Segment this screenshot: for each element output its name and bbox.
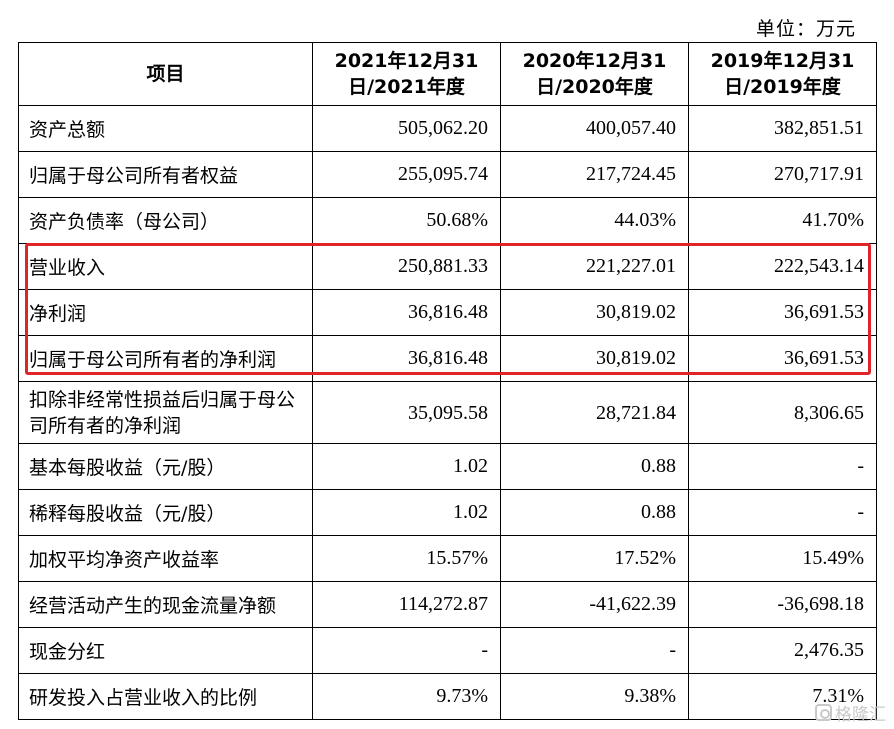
header-item: 项目: [18, 42, 313, 106]
row-label: 资产负债率（母公司）: [18, 197, 313, 244]
value-2021: 250,881.33: [312, 243, 501, 290]
table-row: 归属于母公司所有者权益 255,095.74 217,724.45 270,71…: [18, 151, 877, 198]
gelonghui-logo-icon: [815, 704, 832, 721]
value-2019: 36,691.53: [688, 289, 877, 336]
value-2019: -36,698.18: [688, 581, 877, 628]
table-row: 经营活动产生的现金流量净额 114,272.87 -41,622.39 -36,…: [18, 581, 877, 628]
row-label: 净利润: [18, 289, 313, 336]
value-2021: 9.73%: [312, 673, 501, 720]
value-2019: -: [688, 489, 877, 536]
row-label: 扣除非经常性损益后归属于母公司所有者的净利润: [18, 381, 313, 444]
value-2021: 1.02: [312, 443, 501, 490]
row-label: 加权平均净资产收益率: [18, 535, 313, 582]
value-2021: 50.68%: [312, 197, 501, 244]
value-2019: 382,851.51: [688, 105, 877, 152]
watermark: 格隆汇: [815, 700, 886, 725]
value-2020: 400,057.40: [500, 105, 689, 152]
value-2021: 505,062.20: [312, 105, 501, 152]
value-2020: 0.88: [500, 489, 689, 536]
row-label: 现金分红: [18, 627, 313, 674]
table-row: 资产总额 505,062.20 400,057.40 382,851.51: [18, 105, 877, 152]
value-2021: 15.57%: [312, 535, 501, 582]
value-2019: 15.49%: [688, 535, 877, 582]
row-label: 归属于母公司所有者的净利润: [18, 335, 313, 382]
value-2020: 0.88: [500, 443, 689, 490]
table-row: 扣除非经常性损益后归属于母公司所有者的净利润 35,095.58 28,721.…: [18, 381, 877, 444]
value-2020: 44.03%: [500, 197, 689, 244]
row-label: 基本每股收益（元/股）: [18, 443, 313, 490]
value-2019: 7.31%: [688, 673, 877, 720]
table-row: 研发投入占营业收入的比例 9.73% 9.38% 7.31%: [18, 673, 877, 720]
value-2019: 8,306.65: [688, 381, 877, 444]
header-2019: 2019年12月31日/2019年度: [688, 42, 877, 106]
table-row: 净利润 36,816.48 30,819.02 36,691.53: [18, 289, 877, 336]
value-2021: 1.02: [312, 489, 501, 536]
value-2021: 255,095.74: [312, 151, 501, 198]
header-2020: 2020年12月31日/2020年度: [500, 42, 689, 106]
row-label: 归属于母公司所有者权益: [18, 151, 313, 198]
table-row: 加权平均净资产收益率 15.57% 17.52% 15.49%: [18, 535, 877, 582]
value-2020: 30,819.02: [500, 289, 689, 336]
row-label: 研发投入占营业收入的比例: [18, 673, 313, 720]
header-2021: 2021年12月31日/2021年度: [312, 42, 501, 106]
table-row: 资产负债率（母公司） 50.68% 44.03% 41.70%: [18, 197, 877, 244]
row-label: 稀释每股收益（元/股）: [18, 489, 313, 536]
financial-table: 项目 2021年12月31日/2021年度 2020年12月31日/2020年度…: [18, 42, 877, 720]
table-row: 基本每股收益（元/股） 1.02 0.88 -: [18, 443, 877, 490]
value-2021: 35,095.58: [312, 381, 501, 444]
table-row: 稀释每股收益（元/股） 1.02 0.88 -: [18, 489, 877, 536]
row-label: 经营活动产生的现金流量净额: [18, 581, 313, 628]
watermark-text: 格隆汇: [835, 705, 886, 725]
row-label: 资产总额: [18, 105, 313, 152]
value-2020: -: [500, 627, 689, 674]
table-row: 归属于母公司所有者的净利润 36,816.48 30,819.02 36,691…: [18, 335, 877, 382]
table-row: 现金分红 - - 2,476.35: [18, 627, 877, 674]
value-2020: 217,724.45: [500, 151, 689, 198]
value-2021: 36,816.48: [312, 289, 501, 336]
value-2019: 2,476.35: [688, 627, 877, 674]
table-header-row: 项目 2021年12月31日/2021年度 2020年12月31日/2020年度…: [18, 42, 877, 106]
value-2019: 270,717.91: [688, 151, 877, 198]
row-label: 营业收入: [18, 243, 313, 290]
value-2019: 41.70%: [688, 197, 877, 244]
value-2020: 30,819.02: [500, 335, 689, 382]
table-row: 营业收入 250,881.33 221,227.01 222,543.14: [18, 243, 877, 290]
value-2021: 36,816.48: [312, 335, 501, 382]
value-2019: 222,543.14: [688, 243, 877, 290]
value-2019: -: [688, 443, 877, 490]
value-2020: 28,721.84: [500, 381, 689, 444]
value-2020: -41,622.39: [500, 581, 689, 628]
value-2020: 17.52%: [500, 535, 689, 582]
value-2020: 9.38%: [500, 673, 689, 720]
value-2019: 36,691.53: [688, 335, 877, 382]
unit-label: 单位：万元: [755, 18, 856, 40]
value-2020: 221,227.01: [500, 243, 689, 290]
value-2021: 114,272.87: [312, 581, 501, 628]
value-2021: -: [312, 627, 501, 674]
